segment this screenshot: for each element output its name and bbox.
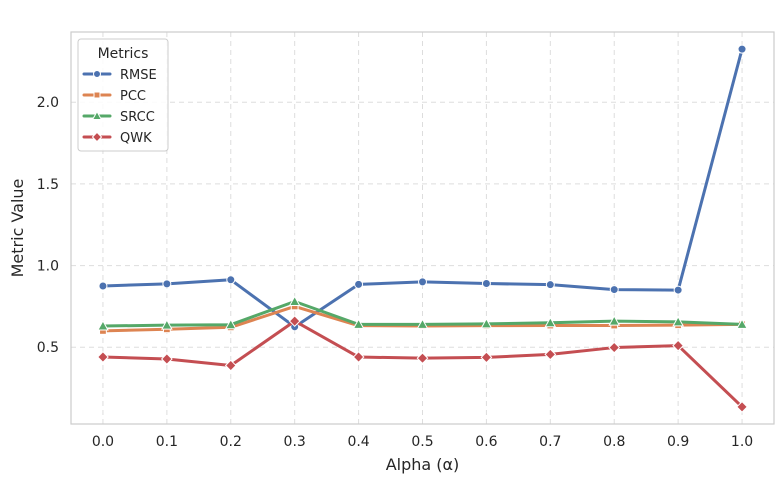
data-point [672, 339, 685, 352]
legend-item-qwk: QWK [82, 131, 152, 146]
data-point [354, 279, 364, 289]
data-point [673, 285, 683, 295]
legend-item-pcc: PCC [82, 89, 146, 104]
y-axis-ticks: 0.5 1.0 1.5 2.0 [37, 95, 59, 356]
data-point [416, 318, 429, 329]
legend-marker [93, 70, 101, 78]
y-tick-label: 1.0 [37, 259, 59, 275]
x-tick-label: 0.5 [411, 434, 433, 450]
data-point [288, 295, 301, 306]
data-point [418, 277, 427, 287]
data-point [416, 352, 429, 365]
x-tick-label: 1.0 [731, 434, 753, 450]
legend-marker [93, 91, 101, 99]
series-qwk [97, 315, 748, 413]
legend-item-rmse: RMSE [82, 68, 157, 83]
legend-title: Metrics [98, 46, 149, 62]
y-tick-label: 1.5 [37, 177, 59, 193]
series-srcc [97, 295, 748, 331]
x-tick-label: 0.8 [603, 434, 625, 450]
data-point [288, 315, 301, 328]
legend-box [77, 38, 169, 152]
legend-items: RMSE PCC SRCC QWK [82, 68, 157, 146]
data-point [672, 315, 684, 327]
data-point [480, 351, 493, 364]
legend-label: QWK [120, 131, 152, 146]
x-tick-label: 0.0 [92, 434, 114, 450]
data-point [481, 279, 491, 289]
data-point [480, 317, 493, 329]
data-point [737, 44, 747, 54]
legend-label: SRCC [120, 110, 155, 125]
data-point [97, 319, 109, 331]
legend-marker [91, 110, 103, 120]
data-point [98, 281, 108, 291]
data-point [162, 279, 172, 289]
y-tick-label: 0.5 [37, 340, 59, 356]
data-point [161, 319, 173, 330]
plot-frame [70, 31, 775, 425]
data-point [224, 359, 237, 372]
data-point [226, 275, 236, 285]
legend-marker [91, 131, 103, 143]
legend: Metrics RMSE PCC SRCC QWK [77, 38, 169, 152]
data-point [608, 341, 621, 354]
x-axis-label: Alpha (α) [386, 455, 460, 474]
data-point [352, 351, 365, 363]
x-axis-ticks: 0.0 0.1 0.2 0.3 0.4 0.5 0.6 0.7 0.8 0.9 1.0 [92, 434, 753, 450]
data-point [609, 285, 619, 295]
y-axis-label: Metric Value [8, 179, 27, 278]
legend-label: PCC [120, 89, 146, 104]
data-point [736, 400, 748, 413]
data-point [544, 316, 557, 328]
data-point [736, 318, 748, 329]
data-point [608, 315, 621, 326]
x-tick-label: 0.4 [347, 434, 369, 450]
x-tick-label: 0.1 [156, 434, 178, 450]
data-point [224, 318, 237, 330]
data-point [160, 353, 173, 365]
x-tick-label: 0.9 [667, 434, 689, 450]
legend-label: RMSE [120, 68, 157, 83]
x-tick-label: 0.6 [475, 434, 497, 450]
data-point [544, 348, 557, 361]
data-point [545, 280, 555, 290]
y-tick-label: 2.0 [37, 95, 59, 111]
series-layer [97, 44, 748, 413]
x-tick-label: 0.3 [284, 434, 306, 450]
legend-item-srcc: SRCC [82, 110, 155, 125]
x-tick-label: 0.2 [220, 434, 242, 450]
x-tick-label: 0.7 [539, 434, 561, 450]
data-point [352, 318, 365, 329]
data-point [97, 351, 109, 363]
